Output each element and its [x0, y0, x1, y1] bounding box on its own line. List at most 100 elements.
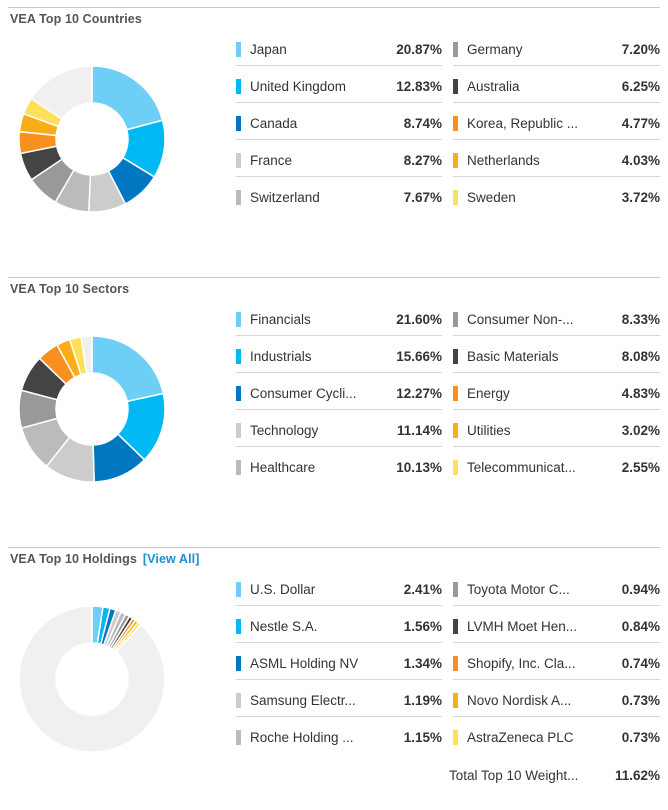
- legend-row: ASML Holding NV 1.34%: [236, 643, 442, 680]
- legend-label: U.S. Dollar: [250, 582, 316, 597]
- legend-value: 20.87%: [396, 42, 442, 57]
- legend-row: LVMH Moet Hen... 0.84%: [453, 606, 660, 643]
- legend-row: United Kingdom 12.83%: [236, 66, 442, 103]
- holdings-donut-chart: [18, 605, 166, 753]
- legend-swatch: [236, 312, 241, 327]
- legend-row: Technology 11.14%: [236, 410, 442, 447]
- legend-value: 1.56%: [403, 619, 442, 634]
- legend-row: Energy 4.83%: [453, 373, 660, 410]
- sectors-donut-chart: [18, 335, 166, 483]
- legend-swatch: [236, 619, 241, 634]
- view-all-link[interactable]: [View All]: [142, 552, 200, 566]
- legend-swatch: [453, 693, 458, 708]
- legend-value: 7.20%: [621, 42, 660, 57]
- legend-label: France: [250, 153, 293, 168]
- legend-swatch: [453, 460, 458, 475]
- legend-value: 12.83%: [396, 79, 442, 94]
- section-divider: [8, 547, 660, 548]
- legend-swatch: [236, 42, 241, 57]
- legend-label: Roche Holding ...: [250, 730, 354, 745]
- section-divider: [8, 277, 660, 278]
- legend-label: Consumer Cycli...: [250, 386, 357, 401]
- legend-label: Canada: [250, 116, 298, 131]
- legend-label: Sweden: [467, 190, 516, 205]
- donut-slice-remainder: [18, 605, 166, 753]
- legend-label: Korea, Republic ...: [467, 116, 579, 131]
- legend-value: 2.55%: [621, 460, 660, 475]
- legend-swatch: [236, 116, 241, 131]
- legend-value: 10.13%: [396, 460, 442, 475]
- legend-value: 7.67%: [403, 190, 442, 205]
- legend-row: Novo Nordisk A... 0.73%: [453, 680, 660, 717]
- legend-value: 15.66%: [396, 349, 442, 364]
- legend-value: 6.25%: [621, 79, 660, 94]
- legend-row: Netherlands 4.03%: [453, 140, 660, 177]
- legend-swatch: [236, 349, 241, 364]
- legend-value: 12.27%: [396, 386, 442, 401]
- legend-value: 1.19%: [403, 693, 442, 708]
- legend-swatch: [236, 582, 241, 597]
- section-divider: [8, 7, 660, 8]
- section-title: VEA Top 10 Countries: [10, 12, 142, 26]
- legend-value: 3.72%: [621, 190, 660, 205]
- legend-swatch: [236, 153, 241, 168]
- legend-swatch: [453, 153, 458, 168]
- legend-row: Switzerland 7.67%: [236, 177, 442, 213]
- legend-label: Basic Materials: [467, 349, 559, 364]
- donut-slice-remainder: [80, 335, 93, 375]
- legend-label: Technology: [250, 423, 319, 438]
- legend-row: Telecommunicat... 2.55%: [453, 447, 660, 483]
- legend-label: Japan: [250, 42, 287, 57]
- section-countries: VEA Top 10 Countries Japan 20.87% United K…: [0, 0, 668, 270]
- section-sectors: VEA Top 10 Sectors Financials 21.60% Indus…: [0, 270, 668, 540]
- legend-row: Australia 6.25%: [453, 66, 660, 103]
- legend-label: Samsung Electr...: [250, 693, 356, 708]
- legend-row: Japan 20.87%: [236, 29, 442, 66]
- legend-swatch: [236, 423, 241, 438]
- legend-row: Basic Materials 8.08%: [453, 336, 660, 373]
- legend-swatch: [453, 79, 458, 94]
- legend-row: Healthcare 10.13%: [236, 447, 442, 483]
- legend-swatch: [453, 386, 458, 401]
- legend-value: 3.02%: [621, 423, 660, 438]
- legend-row: Consumer Non-... 8.33%: [453, 299, 660, 336]
- legend-row: Consumer Cycli... 12.27%: [236, 373, 442, 410]
- legend-swatch: [453, 190, 458, 205]
- section-holdings: VEA Top 10 Holdings [View All] U.S. Dolla…: [0, 540, 668, 810]
- legend-label: Financials: [250, 312, 311, 327]
- donut-slice-remainder: [30, 65, 93, 121]
- legend-swatch: [236, 656, 241, 671]
- legend-swatch: [453, 349, 458, 364]
- section-title: VEA Top 10 Holdings [View All]: [10, 552, 200, 566]
- legend-swatch: [453, 312, 458, 327]
- legend-swatch: [453, 582, 458, 597]
- legend-label: Consumer Non-...: [467, 312, 574, 327]
- legend-value: 8.08%: [621, 349, 660, 364]
- legend-column-left: U.S. Dollar 2.41% Nestle S.A. 1.56% ASML Hol…: [236, 569, 442, 753]
- legend-label: Germany: [467, 42, 523, 57]
- legend-row: Korea, Republic ... 4.77%: [453, 103, 660, 140]
- donut-slice: [91, 65, 164, 131]
- legend-row: Shopify, Inc. Cla... 0.74%: [453, 643, 660, 680]
- legend-row: Industrials 15.66%: [236, 336, 442, 373]
- legend-swatch: [453, 116, 458, 131]
- legend-row: Sweden 3.72%: [453, 177, 660, 213]
- legend-swatch: [453, 656, 458, 671]
- legend-swatch: [236, 460, 241, 475]
- legend-value: 21.60%: [396, 312, 442, 327]
- legend-swatch: [236, 693, 241, 708]
- legend-label: Nestle S.A.: [250, 619, 318, 634]
- section-title: VEA Top 10 Sectors: [10, 282, 130, 296]
- legend-row: U.S. Dollar 2.41%: [236, 569, 442, 606]
- legend-row: Canada 8.74%: [236, 103, 442, 140]
- donut-slice: [91, 335, 165, 403]
- legend-label: Switzerland: [250, 190, 320, 205]
- legend-value: 11.14%: [396, 423, 442, 438]
- legend-column-left: Financials 21.60% Industrials 15.66% Consume…: [236, 299, 442, 483]
- legend-label: Telecommunicat...: [467, 460, 576, 475]
- legend-label: Utilities: [467, 423, 511, 438]
- countries-donut-chart: [18, 65, 166, 213]
- legend-swatch: [453, 42, 458, 57]
- legend-label: Shopify, Inc. Cla...: [467, 656, 576, 671]
- legend-value: 1.34%: [403, 656, 442, 671]
